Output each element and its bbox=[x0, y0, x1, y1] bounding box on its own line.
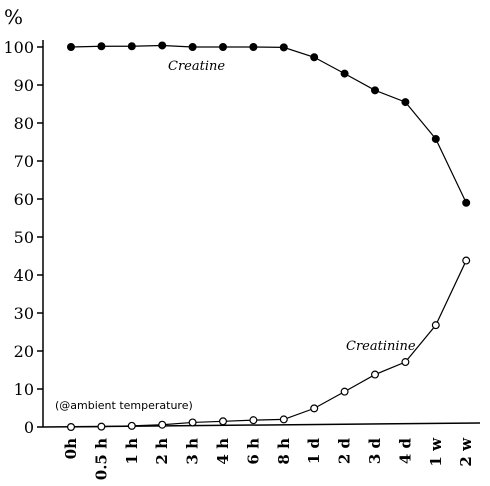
point-creatinine-11 bbox=[401, 358, 410, 367]
x-tick-label-4: 3 h bbox=[184, 438, 202, 465]
y-tick-label-30: 30 bbox=[14, 304, 34, 323]
point-creatine-0 bbox=[66, 42, 75, 51]
series-line-creatine bbox=[70, 44, 467, 204]
point-creatine-8 bbox=[310, 53, 319, 62]
point-creatine-12 bbox=[431, 134, 440, 143]
y-tick-label-100: 100 bbox=[3, 38, 34, 57]
y-tick-label-20: 20 bbox=[14, 342, 34, 361]
point-creatinine-3 bbox=[158, 420, 167, 429]
series-layer bbox=[66, 41, 471, 432]
point-creatine-13 bbox=[462, 198, 471, 207]
x-tick-label-11: 4 d bbox=[396, 437, 414, 464]
x-tick-label-13: 2 w bbox=[457, 437, 475, 467]
point-creatine-5 bbox=[219, 42, 228, 51]
y-tick-label-90: 90 bbox=[14, 76, 34, 95]
x-tick-label-6: 6 h bbox=[244, 438, 262, 465]
x-tick-label-10: 3 d bbox=[366, 437, 384, 464]
point-creatinine-7 bbox=[279, 415, 288, 424]
y-tick-label-80: 80 bbox=[14, 114, 34, 133]
x-tick-label-5: 4 h bbox=[214, 438, 232, 465]
y-tick-label-40: 40 bbox=[14, 266, 34, 285]
point-creatinine-8 bbox=[310, 404, 319, 413]
point-creatinine-10 bbox=[371, 370, 380, 379]
y-tick-label-70: 70 bbox=[14, 152, 34, 171]
x-tick-label-9: 2 d bbox=[336, 437, 354, 464]
x-tick-label-0: 0h bbox=[62, 438, 80, 459]
y-tick-label-10: 10 bbox=[14, 380, 34, 399]
point-creatine-6 bbox=[249, 42, 258, 51]
x-tick-label-8: 1 d bbox=[305, 437, 323, 464]
point-creatine-3 bbox=[158, 41, 167, 50]
point-creatinine-9 bbox=[340, 387, 349, 396]
point-creatinine-4 bbox=[188, 418, 197, 427]
x-tick-label-7: 8 h bbox=[275, 438, 293, 465]
point-creatinine-2 bbox=[127, 421, 136, 430]
x-tick-label-12: 1 w bbox=[427, 437, 445, 467]
point-creatinine-5 bbox=[219, 417, 228, 426]
x-tick-label-3: 2 h bbox=[153, 438, 171, 465]
point-creatine-11 bbox=[401, 98, 410, 107]
x-axis: 0h 0.5 h 1 h 2 h 3 h 4 h 6 h 8 h 1 d 2 d 3 d 4 d 1 w… bbox=[42, 422, 481, 480]
point-creatine-10 bbox=[371, 86, 380, 95]
series-label-creatine: Creatine bbox=[168, 59, 225, 74]
point-creatine-7 bbox=[279, 43, 288, 52]
y-axis: 0 10 20 30 40 50 60 70 80 90 100 bbox=[3, 38, 44, 437]
point-creatine-9 bbox=[340, 69, 349, 78]
y-tick-label-0: 0 bbox=[24, 418, 34, 437]
y-unit-label: % bbox=[4, 5, 23, 29]
series-line-creatinine bbox=[70, 260, 467, 428]
point-creatine-1 bbox=[97, 42, 106, 51]
point-creatine-4 bbox=[188, 42, 197, 51]
point-creatinine-12 bbox=[431, 321, 440, 330]
y-tick-label-50: 50 bbox=[14, 228, 34, 247]
point-creatine-2 bbox=[127, 42, 136, 51]
point-creatinine-0 bbox=[66, 423, 75, 432]
point-creatinine-13 bbox=[462, 256, 471, 265]
point-creatinine-6 bbox=[249, 416, 258, 425]
temperature-note: (@ambient temperature) bbox=[55, 399, 193, 412]
point-creatinine-1 bbox=[97, 422, 106, 431]
x-tick-label-1: 0.5 h bbox=[92, 438, 110, 480]
series-label-creatinine: Creatinine bbox=[346, 339, 416, 354]
x-tick-label-2: 1 h bbox=[123, 438, 141, 465]
y-tick-label-60: 60 bbox=[14, 190, 34, 209]
